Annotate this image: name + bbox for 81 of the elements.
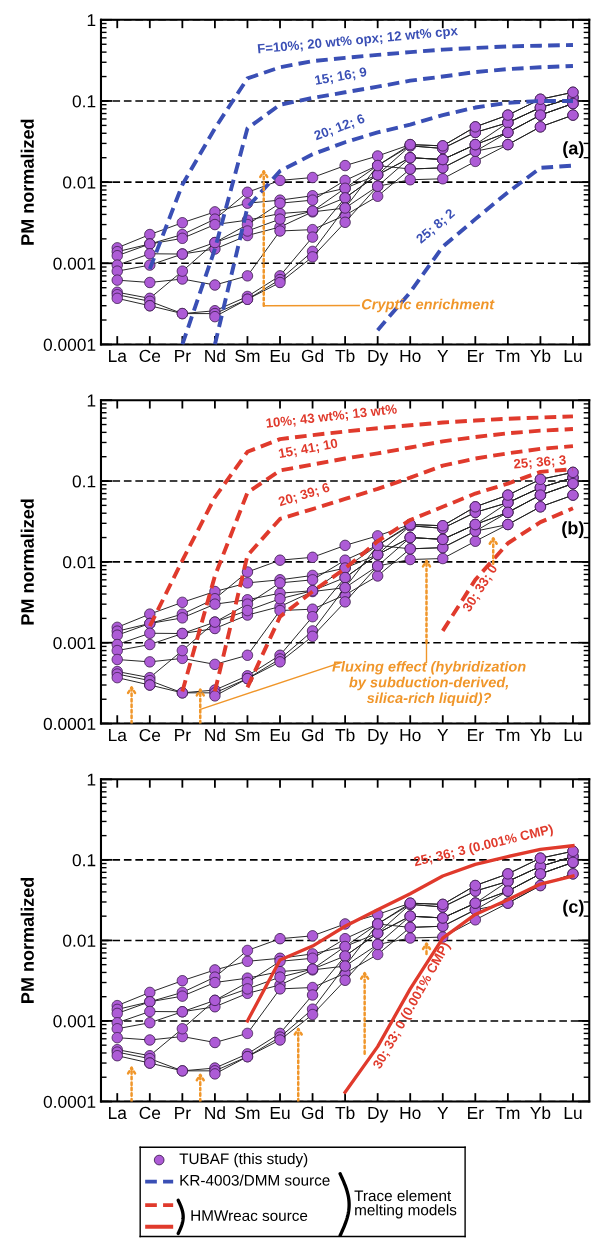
y-tick-label: 0.001: [53, 636, 96, 650]
x-tick-label: Tm: [495, 349, 520, 362]
y-tick-label: 0.0001: [43, 338, 96, 351]
x-tick-label: Dy: [368, 729, 389, 745]
x-tick-label: Eu: [270, 349, 290, 363]
x-tick-label: Y: [437, 349, 449, 362]
x-tick-label: Ho: [400, 349, 421, 363]
annotation: (c): [563, 899, 584, 917]
y-tick-label: 0.001: [53, 1015, 96, 1028]
x-tick-label: Sm: [235, 349, 260, 363]
x-tick-label: Gd: [301, 349, 324, 363]
y-tick-label: 1: [87, 773, 96, 786]
y-tick-label: 0.1: [72, 95, 96, 108]
x-tick-label: Nd: [205, 728, 225, 742]
x-tick-label: Pr: [175, 1106, 191, 1119]
x-tick-label: Lu: [564, 1106, 582, 1120]
x-tick-label: Ho: [400, 1106, 421, 1120]
x-tick-label: Dy: [368, 349, 389, 366]
x-tick-label: Eu: [270, 729, 290, 742]
x-tick-label: Y: [437, 1106, 449, 1119]
x-tick-label: Pr: [175, 729, 191, 742]
x-tick-label: Yb: [530, 1106, 551, 1120]
text: 20; 12; 6: [313, 113, 366, 143]
x-tick-label: Sm: [235, 728, 260, 742]
x-tick-label: Yb: [530, 349, 551, 363]
x-tick-label: Y: [437, 729, 449, 742]
x-tick-label: La: [109, 349, 127, 363]
text: Trace element melting models: [354, 1189, 457, 1219]
x-tick-label: Er: [468, 349, 484, 362]
y-tick-label: 0.1: [72, 475, 96, 488]
text: 25; 8; 2: [415, 208, 457, 246]
y-tick-label: 1: [87, 14, 96, 27]
y-tick-label: 0.01: [63, 934, 96, 947]
text: 20; 39; 6: [277, 482, 331, 509]
text: HMWreac source: [191, 1210, 308, 1222]
text: 15; 41; 10: [278, 438, 339, 460]
x-tick-label: La: [109, 729, 127, 742]
x-tick-label: Eu: [270, 1106, 290, 1120]
x-tick-label: Tb: [335, 1106, 355, 1120]
text: F=10%; 20 wt% opx; 12 wt% cpx: [257, 25, 459, 57]
legend-label: TUBAF (this study): [179, 1152, 308, 1168]
annotation: (a): [563, 141, 584, 159]
x-tick-label: Ce: [139, 349, 161, 363]
x-tick-label: Gd: [301, 1106, 324, 1120]
x-tick-label: Pr: [175, 349, 191, 362]
y-tick-label: 1: [87, 394, 96, 407]
x-tick-label: Yb: [530, 728, 551, 742]
x-tick-label: Nd: [205, 349, 225, 363]
y-axis-title: PM normalized: [20, 119, 34, 245]
x-tick-label: Gd: [301, 728, 324, 742]
y-axis-title: PM normalized: [20, 499, 34, 625]
y-tick-label: 0.01: [63, 556, 96, 569]
annotation: (b): [562, 521, 584, 538]
text: KR-4003/DMM source: [180, 1174, 330, 1186]
x-tick-label: Lu: [564, 729, 582, 742]
x-tick-label: Dy: [368, 1106, 389, 1123]
x-tick-label: Ho: [400, 729, 421, 742]
y-tick-label: 0.01: [63, 176, 96, 189]
x-tick-label: Er: [468, 729, 484, 742]
x-tick-label: Nd: [205, 1106, 225, 1120]
x-tick-label: Lu: [564, 349, 582, 363]
x-tick-label: Sm: [235, 1106, 260, 1120]
text: 15; 16; 9: [314, 66, 368, 87]
y-tick-label: 0.001: [53, 257, 96, 270]
x-tick-label: Tb: [335, 349, 355, 363]
series-label: 25; 36; 3: [513, 455, 567, 471]
y-axis-title: PM normalized: [20, 877, 34, 1003]
x-tick-label: La: [109, 1106, 127, 1120]
annotation: Fluxing effect (hybridization by subduction-derived, silica-rich liquid)?: [332, 660, 526, 706]
x-tick-label: Er: [468, 1106, 484, 1119]
y-tick-label: 0.0001: [43, 717, 96, 731]
text: 10%; 43 wt%; 13 wt%: [266, 404, 398, 430]
x-tick-label: Tm: [495, 1106, 520, 1119]
annotation: Cryptic enrichment: [361, 298, 495, 313]
x-tick-label: Ce: [139, 728, 161, 742]
x-tick-label: Ce: [139, 1106, 161, 1120]
x-tick-label: Tm: [495, 729, 520, 742]
y-tick-label: 0.0001: [43, 1095, 96, 1108]
y-tick-label: 0.1: [72, 854, 96, 867]
x-tick-label: Tb: [335, 728, 355, 742]
text: 25; 36; 3 (0.001% CMP): [413, 823, 554, 869]
